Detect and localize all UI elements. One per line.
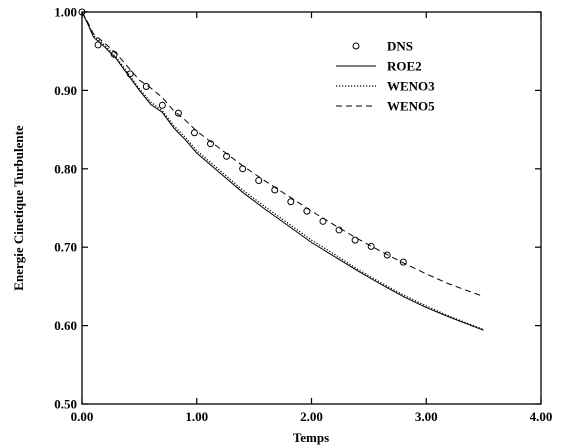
x-tick-label: 2.00 <box>300 409 323 424</box>
y-tick-label: 0.80 <box>54 161 77 176</box>
plot-frame <box>81 11 542 405</box>
series-line-weno3 <box>81 11 484 331</box>
dns-point <box>158 101 166 109</box>
y-tick-label: 0.50 <box>54 397 77 412</box>
legend-marker-dns <box>352 42 360 50</box>
dns-point <box>335 226 343 234</box>
y-tick-label: 0.90 <box>54 83 77 98</box>
dns-point <box>239 165 247 173</box>
x-axis-label: Temps <box>293 430 329 445</box>
legend: DNS ROE2 WENO3 WENO5 <box>336 39 435 114</box>
series-layer <box>78 8 484 331</box>
legend-label-weno3: WENO3 <box>387 79 435 94</box>
series-line-weno5 <box>81 11 484 298</box>
legend-label-dns: DNS <box>387 39 413 54</box>
dns-point <box>255 177 263 185</box>
legend-label-weno5: WENO5 <box>387 99 435 114</box>
x-tick-label: 1.00 <box>185 409 208 424</box>
ticks-layer: 0.00 1.00 2.00 3.00 4.00 0.50 0.60 0.70 0.80 0.90… <box>54 5 552 425</box>
x-tick-label: 0.00 <box>71 409 94 424</box>
dns-point <box>190 129 198 137</box>
dns-point <box>287 198 295 206</box>
x-tick-label: 4.00 <box>530 409 553 424</box>
y-tick-label: 0.70 <box>54 240 77 255</box>
dns-point <box>367 242 375 250</box>
legend-label-roe2: ROE2 <box>387 59 422 74</box>
y-tick-label: 1.00 <box>54 5 77 20</box>
series-line-roe2 <box>81 11 484 331</box>
y-tick-label: 0.60 <box>54 318 77 333</box>
dns-point <box>174 109 182 117</box>
dns-point <box>271 186 279 194</box>
y-axis-label: Energie Cinetique Turbulente <box>11 125 26 291</box>
x-tick-label: 3.00 <box>415 409 438 424</box>
dns-point <box>207 140 215 148</box>
dns-point <box>351 236 359 244</box>
dns-point <box>94 41 102 49</box>
